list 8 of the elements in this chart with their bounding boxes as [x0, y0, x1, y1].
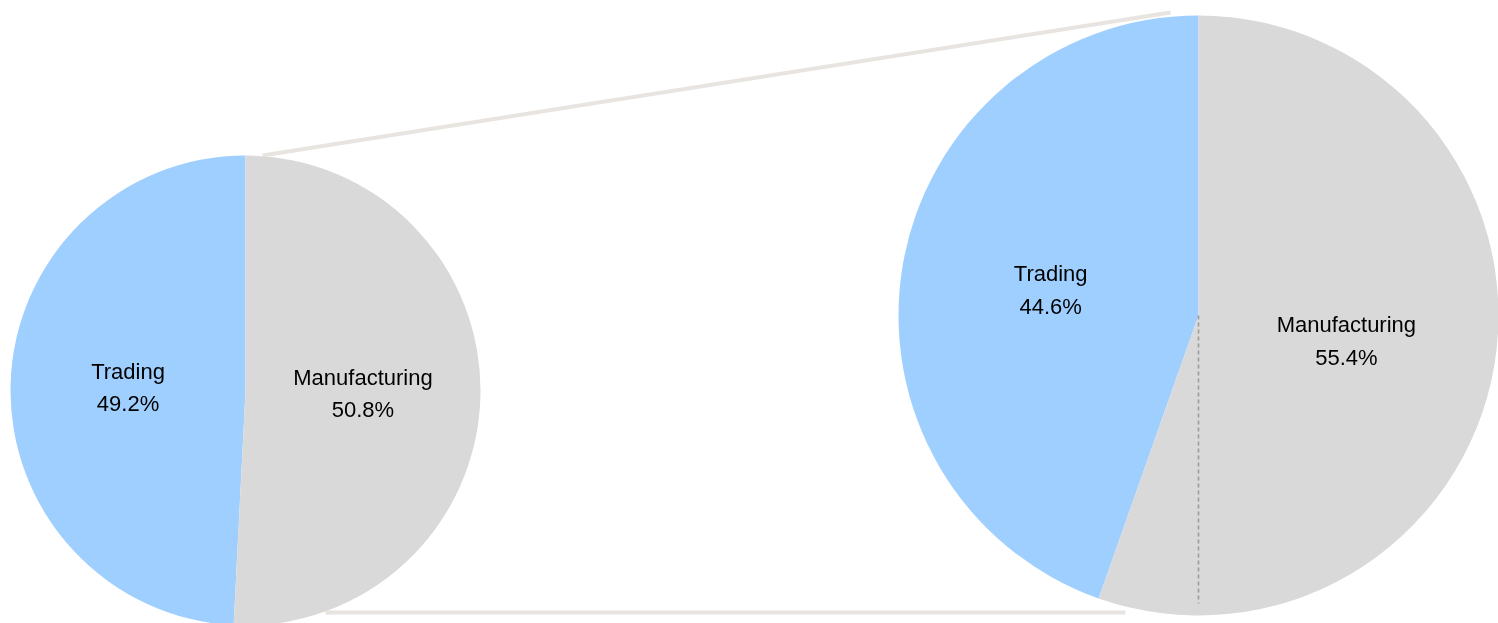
- slice-label: Trading: [1013, 261, 1088, 287]
- data-label: 50.8%: [331, 397, 395, 423]
- data-label: 55.4%: [1315, 344, 1378, 370]
- slice-label: Trading: [91, 358, 165, 384]
- data-label: 44.6%: [1019, 293, 1082, 319]
- data-label: 49.2%: [96, 391, 160, 417]
- slice-label: Manufacturing: [1276, 312, 1417, 338]
- slice-label: Manufacturing: [293, 364, 433, 390]
